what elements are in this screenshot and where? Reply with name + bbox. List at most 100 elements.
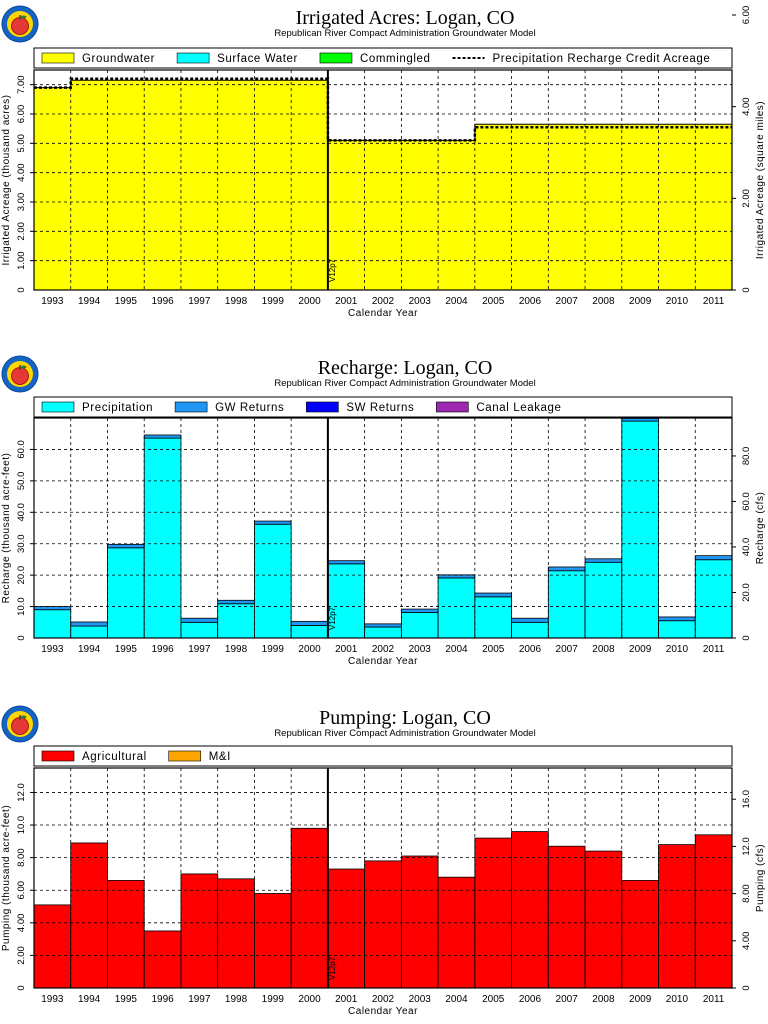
legend-item: Precipitation [41,401,153,414]
x-tick-label: 2000 [298,296,321,307]
plot-frame [33,69,733,291]
chart-title: Recharge: Logan, CO [318,357,493,379]
legend-label: GW Returns [215,402,284,414]
x-tick-label: 1995 [115,994,138,1005]
bar-gw-returns-2003 [400,608,439,613]
y2-tick-label: 0 [741,985,752,990]
chart-subtitle: Republican River Compact Administration … [274,378,535,389]
bar-agricultural-1994 [70,842,108,989]
bar-agricultural-2011 [694,834,733,989]
bar-precipitation-1993 [33,609,72,639]
bar-gw-returns-1996 [143,434,182,439]
bar-precipitation-2003 [400,612,439,639]
x-tick-label: 1997 [188,644,211,655]
chart-title: Pumping: Logan, CO [319,707,491,729]
legend-box [33,745,733,767]
x-tick-label: 2010 [666,994,689,1005]
legend-swatch [168,750,202,762]
x-tick-label: 2003 [409,644,432,655]
legend-label: Precipitation [82,402,153,414]
x-tick-label: 2000 [298,994,321,1005]
grid-lines [34,70,732,290]
x-tick-label: 1999 [262,994,285,1005]
x-tick-label: 2001 [335,296,358,307]
chart-subtitle: Republican River Compact Administration … [274,728,535,739]
x-tick-label: 2005 [482,296,505,307]
legend-swatch [176,52,210,64]
y2-tick-label: 0 [741,635,752,640]
bar-agricultural-2007 [547,845,586,989]
bar-gw-returns-2011 [694,555,733,561]
x-tick-label: 2007 [556,296,579,307]
bar-gw-returns-1994 [70,621,108,627]
legend-label: Agricultural [82,751,147,763]
model-version-label: V12p7 [328,956,337,980]
x-tick-label: 1996 [151,994,174,1005]
bar-agricultural-2006 [511,831,549,989]
legend-item: M&I [168,750,231,763]
x-axis-label: Calendar Year [348,656,418,667]
x-tick-label: 1994 [78,644,101,655]
y-tick-label: 30.0 [16,534,27,553]
legend-label: Canal Leakage [476,402,561,414]
x-tick-label: 2007 [556,644,579,655]
x-tick-label: 2011 [703,296,725,307]
y2-tick-label: 4.00 [741,97,752,116]
y-tick-label: 7.00 [16,75,27,94]
logo-apple-body [11,717,29,735]
logo-apple-leaf [20,365,27,369]
legend-label: SW Returns [346,402,414,414]
legend-label: M&I [209,751,231,763]
legend-swatch [174,401,208,413]
x-tick-label: 1998 [225,994,248,1005]
legend-box [33,396,733,418]
y-tick-label-zero: 0 [16,287,27,292]
legend-item: SW Returns [306,401,414,414]
bar-agricultural-1999 [254,893,292,989]
y2-tick-label: 0 [741,287,752,292]
x-tick-label: 2006 [519,994,542,1005]
bar-agricultural-2008 [584,850,623,989]
x-tick-label: 1993 [41,994,64,1005]
legend-swatch [41,750,75,762]
x-tick-label: 2006 [519,296,542,307]
x-tick-label: 1997 [188,296,211,307]
x-tick-label: 2010 [666,296,689,307]
bar-gw-returns-2008 [584,558,623,563]
x-tick-label: 2005 [482,644,505,655]
bar-precipitation-2002 [364,626,402,639]
legend-swatch [41,52,75,64]
x-tick-label: 2011 [703,994,725,1005]
y-tick-label-zero: 0 [16,985,27,990]
legend-swatch [436,401,469,413]
model-version-label: V12p7 [328,258,337,282]
x-axis-label: Calendar Year [348,1006,418,1017]
y-tick-label: 5.00 [16,134,27,153]
x-tick-label: 2003 [409,994,432,1005]
grid-lines [34,418,732,638]
bar-precipitation-1996 [143,437,182,639]
x-tick-label: 1996 [151,644,174,655]
x-tick-label: 1999 [262,644,285,655]
x-tick-label: 1994 [78,994,101,1005]
x-tick-label: 2002 [372,296,395,307]
bar-agricultural-2003 [400,855,439,989]
x-tick-label: 2008 [592,994,615,1005]
y2-tick-label: 12.0 [741,837,752,856]
bar-gw-returns-2005 [474,592,512,598]
legend-item: Canal Leakage [436,401,561,414]
x-axis-label: Calendar Year [348,308,418,319]
y-tick-label: 4.00 [16,914,27,933]
y-tick-label: 8.00 [16,848,27,867]
y-tick-label: 4.00 [16,163,27,182]
bar-precipitation-1999 [254,523,292,639]
x-tick-label: 2001 [335,994,358,1005]
y-tick-label: 2.00 [16,946,27,965]
y-tick-label: 3.00 [16,193,27,212]
x-tick-label: 1995 [115,296,138,307]
x-tick-label: 2010 [666,644,689,655]
bar-agricultural-1995 [107,880,145,989]
x-tick-label: 1998 [225,644,248,655]
bar-agricultural-2004 [437,876,476,989]
